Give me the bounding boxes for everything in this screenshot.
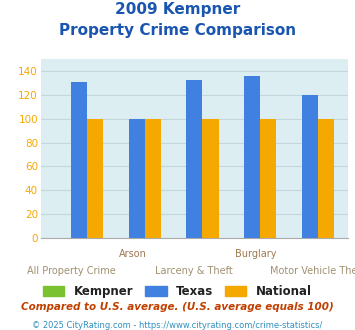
Text: Property Crime Comparison: Property Crime Comparison [59,23,296,38]
Text: 2009 Kempner: 2009 Kempner [115,2,240,16]
Bar [260,119,276,238]
Text: Arson: Arson [119,249,147,259]
Bar [302,95,318,238]
Text: Burglary: Burglary [235,249,277,259]
Text: © 2025 CityRating.com - https://www.cityrating.com/crime-statistics/: © 2025 CityRating.com - https://www.city… [32,321,323,330]
Bar [145,119,161,238]
Bar [71,82,87,238]
Text: All Property Crime: All Property Crime [27,266,116,276]
Legend: Kempner, Texas, National: Kempner, Texas, National [43,285,312,298]
Bar [186,80,202,238]
Bar [244,76,260,238]
Bar [87,119,103,238]
Bar [318,119,334,238]
Bar [202,119,219,238]
Bar [129,119,145,238]
Text: Compared to U.S. average. (U.S. average equals 100): Compared to U.S. average. (U.S. average … [21,302,334,312]
Text: Larceny & Theft: Larceny & Theft [155,266,233,276]
Text: Motor Vehicle Theft: Motor Vehicle Theft [270,266,355,276]
